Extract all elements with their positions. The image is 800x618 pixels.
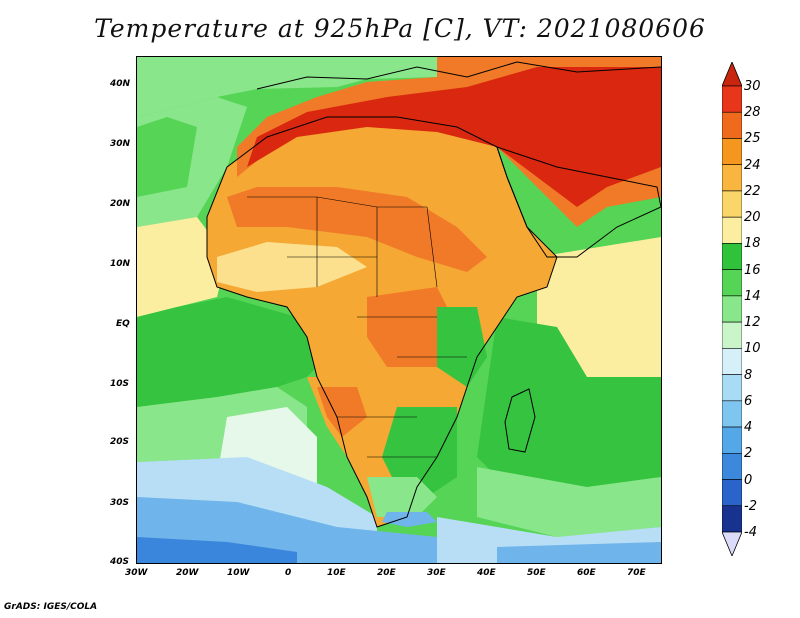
lat-label-30n: 30N xyxy=(110,139,131,149)
congo-green xyxy=(437,307,487,387)
colorbar-tick-label: 8 xyxy=(744,367,753,383)
colorbar-swatch xyxy=(722,190,742,218)
country-borders xyxy=(247,196,467,458)
lon-label-30e: 30E xyxy=(427,568,446,578)
colorbar-swatch xyxy=(722,85,742,113)
colorbar-tick-label: 30 xyxy=(744,79,761,94)
colorbar-swatch xyxy=(722,295,742,323)
colorbar-top-arrow xyxy=(722,62,742,87)
colorbar-tick-label: 6 xyxy=(744,393,753,409)
colorbar-swatch xyxy=(722,426,742,454)
colorbar-tick-label: 18 xyxy=(744,236,761,252)
colorbar-tick-label: 16 xyxy=(744,262,761,278)
colorbar-swatch xyxy=(722,111,742,139)
lon-label-0: 0 xyxy=(285,568,292,578)
colorbar-swatch xyxy=(722,269,742,297)
colorbar-swatch xyxy=(722,321,742,349)
madagascar-coastline xyxy=(504,388,536,453)
lat-label-10s: 10S xyxy=(110,379,130,389)
colorbar-tick-label: 25 xyxy=(744,131,761,147)
sahara-south-band xyxy=(227,187,487,272)
europe-cool-area xyxy=(137,57,437,117)
colorbar-tick-label: 14 xyxy=(744,288,761,304)
grads-credit: GrADS: IGES/COLA xyxy=(4,602,98,612)
colorbar-swatch xyxy=(722,452,742,480)
central-africa-warm xyxy=(367,287,457,367)
madagascar xyxy=(505,389,535,452)
colorbar-tick-label: 10 xyxy=(744,341,761,357)
colorbar-swatch xyxy=(722,374,742,402)
equatorial-atlantic-green xyxy=(137,297,337,407)
lon-label-60e: 60E xyxy=(577,568,596,578)
colorbar-tick-label: -2 xyxy=(744,498,757,514)
africa-coastline xyxy=(206,116,558,528)
colorbar-tick-label: 22 xyxy=(744,183,761,199)
colorbar-swatch xyxy=(722,138,742,166)
colorbar-tick-label: 24 xyxy=(744,157,761,173)
lon-label-20w: 20W xyxy=(176,568,199,578)
indian-ocean-cold xyxy=(497,542,661,563)
lat-label-30s: 30S xyxy=(110,498,130,508)
southern-africa-hot xyxy=(317,387,367,437)
colorbar-tick-label: 2 xyxy=(744,446,753,462)
colorbar-tick-label: -4 xyxy=(744,525,757,540)
colorbar-swatch xyxy=(722,400,742,428)
colorbar-tick-label: 4 xyxy=(744,420,753,436)
colorbar-tick-label: 28 xyxy=(744,105,761,121)
south-africa-cool xyxy=(382,512,437,527)
colorbar-tick-label: 0 xyxy=(744,472,753,488)
sahara-hottest xyxy=(247,67,661,207)
colorbar-swatch xyxy=(722,479,742,507)
lon-label-70e: 70E xyxy=(627,568,646,578)
colorbar-legend xyxy=(722,62,742,556)
southern-africa-light xyxy=(367,477,437,517)
colorbar-swatch xyxy=(722,164,742,192)
colorbar-swatch xyxy=(722,216,742,244)
colorbar-tick-label: 20 xyxy=(744,210,761,226)
lat-label-20n: 20N xyxy=(110,199,131,209)
colorbar-bottom-arrow xyxy=(722,531,742,556)
lon-label-10e: 10E xyxy=(327,568,346,578)
lat-label-20s: 20S xyxy=(110,437,130,447)
indian-ocean-light xyxy=(477,467,661,537)
colorbar-tick-label: 12 xyxy=(744,315,761,331)
map-title: Temperature at 925hPa [C], VT: 202108060… xyxy=(94,14,706,43)
lon-label-20e: 20E xyxy=(377,568,396,578)
colorbar-swatch xyxy=(722,505,742,533)
colorbar-swatch xyxy=(722,348,742,375)
lon-label-40e: 40E xyxy=(477,568,496,578)
map-canvas xyxy=(137,57,661,563)
tropical-atlantic-mild xyxy=(137,217,227,317)
temperature-map xyxy=(136,56,662,564)
europe-coastline xyxy=(256,61,661,90)
lon-label-30w: 30W xyxy=(125,568,148,578)
colorbar-swatch xyxy=(722,243,742,270)
north-atlantic-inner xyxy=(137,117,197,197)
sahel-mild xyxy=(217,242,367,292)
lon-label-10w: 10W xyxy=(227,568,250,578)
lat-label-eq: EQ xyxy=(116,319,130,329)
lat-label-40s: 40S xyxy=(110,557,130,567)
lon-label-50e: 50E xyxy=(527,568,546,578)
lat-label-10n: 10N xyxy=(110,259,131,269)
southern-africa-green xyxy=(382,407,457,497)
arabia-coastline xyxy=(496,146,661,258)
lat-label-40n: 40N xyxy=(110,79,131,89)
south-atlantic-coldest xyxy=(137,537,297,563)
